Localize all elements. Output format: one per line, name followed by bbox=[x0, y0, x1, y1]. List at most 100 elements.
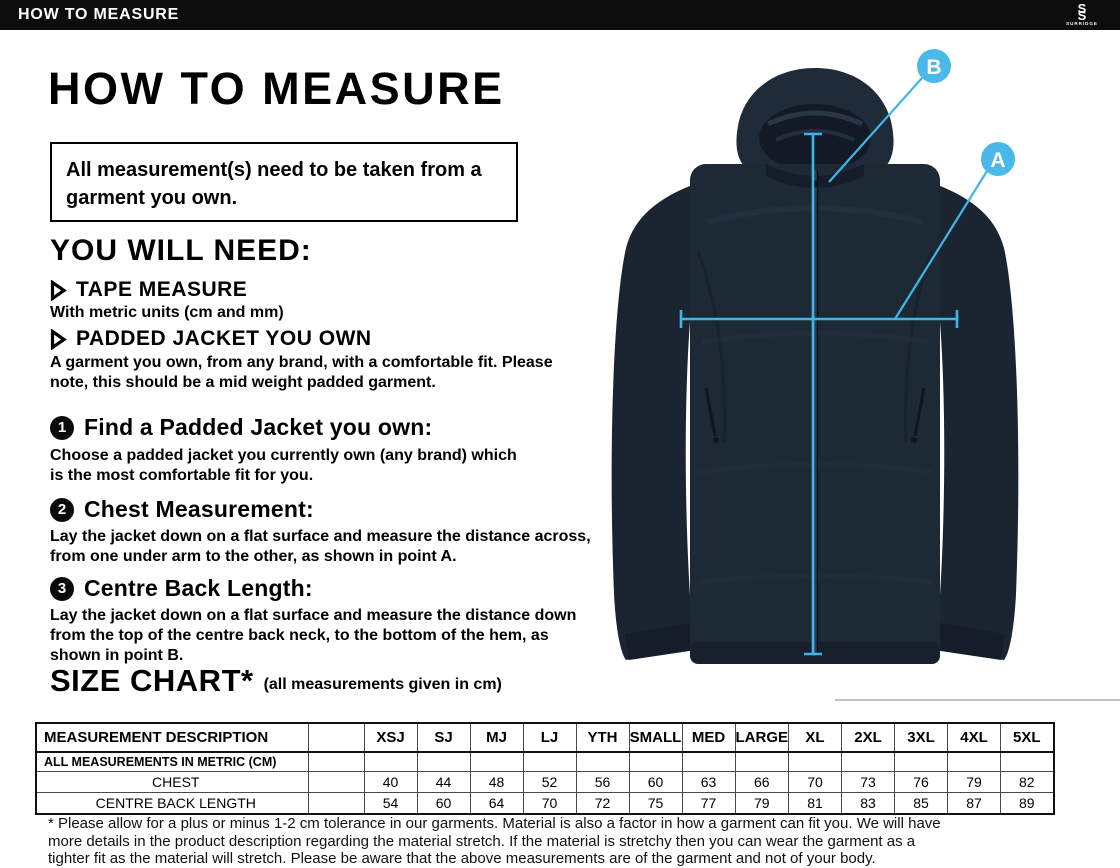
table-cell: 75 bbox=[628, 792, 683, 815]
table-cell: 54 bbox=[363, 792, 418, 815]
page-title: HOW TO MEASURE bbox=[48, 63, 505, 114]
step-1-header: 1 Find a Padded Jacket you own: bbox=[50, 414, 432, 441]
column-header: XSJ bbox=[363, 722, 418, 753]
table-cell: 87 bbox=[947, 792, 1001, 815]
step-title: Centre Back Length: bbox=[84, 575, 313, 601]
size-chart-subtitle: (all measurements given in cm) bbox=[263, 676, 502, 693]
point-a-label: A bbox=[990, 149, 1005, 172]
column-header: 3XL bbox=[894, 722, 948, 753]
surridge-logo-word: SURRIDGE bbox=[1066, 20, 1098, 26]
table-cell: 85 bbox=[894, 792, 948, 815]
triangle-bullet-icon bbox=[50, 328, 67, 350]
table-cell bbox=[628, 751, 683, 772]
column-header bbox=[307, 722, 365, 753]
column-header: MED bbox=[681, 722, 736, 753]
step-title: Find a Padded Jacket you own: bbox=[84, 414, 433, 440]
table-cell: 52 bbox=[522, 771, 577, 793]
column-header: LARGE bbox=[734, 722, 789, 753]
footnote-line: * Please allow for a plus or minus 1-2 c… bbox=[48, 815, 941, 832]
table-cell: 40 bbox=[363, 771, 418, 793]
table-cell: 79 bbox=[947, 771, 1001, 793]
bottom-right-divider bbox=[835, 699, 1120, 701]
table-cell: 60 bbox=[628, 771, 683, 793]
table-cell: 89 bbox=[1000, 792, 1054, 815]
table-cell bbox=[307, 771, 365, 793]
table-cell: 70 bbox=[522, 792, 577, 815]
size-chart-header: SIZE CHART* (all measurements given in c… bbox=[50, 663, 502, 698]
table-cell bbox=[894, 751, 948, 772]
need-item-tape-measure: TAPE MEASURE bbox=[50, 278, 247, 302]
table-cell bbox=[575, 751, 630, 772]
table-row: CENTRE BACK LENGTH 54 60 64 70 72 75 77 79 81 83 85… bbox=[35, 792, 1054, 815]
need-item-desc: With metric units (cm and mm) bbox=[50, 304, 284, 321]
table-cell: 79 bbox=[734, 792, 789, 815]
table-cell: 76 bbox=[894, 771, 948, 793]
step-2-header: 2 Chest Measurement: bbox=[50, 496, 314, 523]
table-cell: CENTRE BACK LENGTH bbox=[35, 792, 309, 815]
table-cell: CHEST bbox=[35, 771, 309, 793]
table-cell: 48 bbox=[469, 771, 524, 793]
table-cell: 56 bbox=[575, 771, 630, 793]
table-cell: 82 bbox=[1000, 771, 1054, 793]
table-cell: 70 bbox=[788, 771, 842, 793]
table-cell bbox=[363, 751, 418, 772]
jacket-illustration bbox=[611, 68, 1019, 664]
column-header: 2XL bbox=[841, 722, 895, 753]
table-cell: 73 bbox=[841, 771, 895, 793]
leader-line-a bbox=[894, 170, 988, 320]
you-will-need-title: YOU WILL NEED: bbox=[50, 234, 312, 267]
top-bar-title: HOW TO MEASURE bbox=[18, 6, 180, 23]
column-header: MEASUREMENT DESCRIPTION bbox=[35, 722, 309, 753]
table-cell: 81 bbox=[788, 792, 842, 815]
column-header: XL bbox=[788, 722, 842, 753]
table-cell: 44 bbox=[416, 771, 471, 793]
point-b-badge bbox=[917, 49, 951, 83]
column-header: LJ bbox=[522, 722, 577, 753]
table-cell: 83 bbox=[841, 792, 895, 815]
leader-line-b bbox=[828, 77, 923, 183]
table-cell bbox=[788, 751, 842, 772]
notice-text: All measurement(s) need to be taken from… bbox=[66, 159, 482, 209]
column-header: 4XL bbox=[947, 722, 1001, 753]
table-cell bbox=[307, 751, 365, 772]
table-cell bbox=[522, 751, 577, 772]
step-2-description: Lay the jacket down on a flat surface an… bbox=[50, 528, 591, 565]
need-item-label: PADDED JACKET YOU OWN bbox=[76, 327, 372, 350]
step-number-badge: 1 bbox=[50, 415, 74, 440]
table-cell: 72 bbox=[575, 792, 630, 815]
footnote-line: more details in the product description … bbox=[48, 832, 916, 850]
triangle-bullet-icon bbox=[50, 279, 67, 301]
column-header: YTH bbox=[575, 722, 630, 753]
step-3-header: 3 Centre Back Length: bbox=[50, 575, 313, 602]
table-cell bbox=[416, 751, 471, 772]
column-header: 5XL bbox=[1000, 722, 1054, 753]
need-item-desc: A garment you own, from any brand, with … bbox=[50, 354, 553, 391]
need-item-label: TAPE MEASURE bbox=[76, 278, 248, 301]
step-number-badge: 2 bbox=[50, 497, 74, 522]
table-header-row: MEASUREMENT DESCRIPTION XSJ SJ MJ LJ YTH SMALL… bbox=[35, 722, 1054, 753]
table-cell: 77 bbox=[681, 792, 736, 815]
size-chart-title: SIZE CHART* bbox=[50, 663, 254, 698]
table-cell bbox=[734, 751, 789, 772]
table-cell bbox=[681, 751, 736, 772]
measurement-annotations bbox=[679, 77, 988, 656]
jacket-diagram: B A bbox=[598, 42, 1120, 702]
column-header: MJ bbox=[469, 722, 524, 753]
footnote-line: tighter fit as the material will stretch… bbox=[48, 850, 876, 867]
pocket-zip-left bbox=[704, 387, 717, 437]
column-header: SMALL bbox=[628, 722, 683, 753]
table-cell bbox=[307, 792, 365, 815]
pocket-zip-right bbox=[913, 387, 926, 437]
table-cell: 66 bbox=[734, 771, 789, 793]
step-1-description: Choose a padded jacket you currently own… bbox=[50, 447, 517, 484]
footnote: * Please allow for a plus or minus 1-2 c… bbox=[48, 815, 941, 868]
column-header: SJ bbox=[416, 722, 471, 753]
point-b-label: B bbox=[926, 56, 941, 79]
table-cell: 64 bbox=[469, 792, 524, 815]
table-cell bbox=[947, 751, 1001, 772]
need-item-padded-jacket: PADDED JACKET YOU OWN bbox=[50, 327, 372, 351]
